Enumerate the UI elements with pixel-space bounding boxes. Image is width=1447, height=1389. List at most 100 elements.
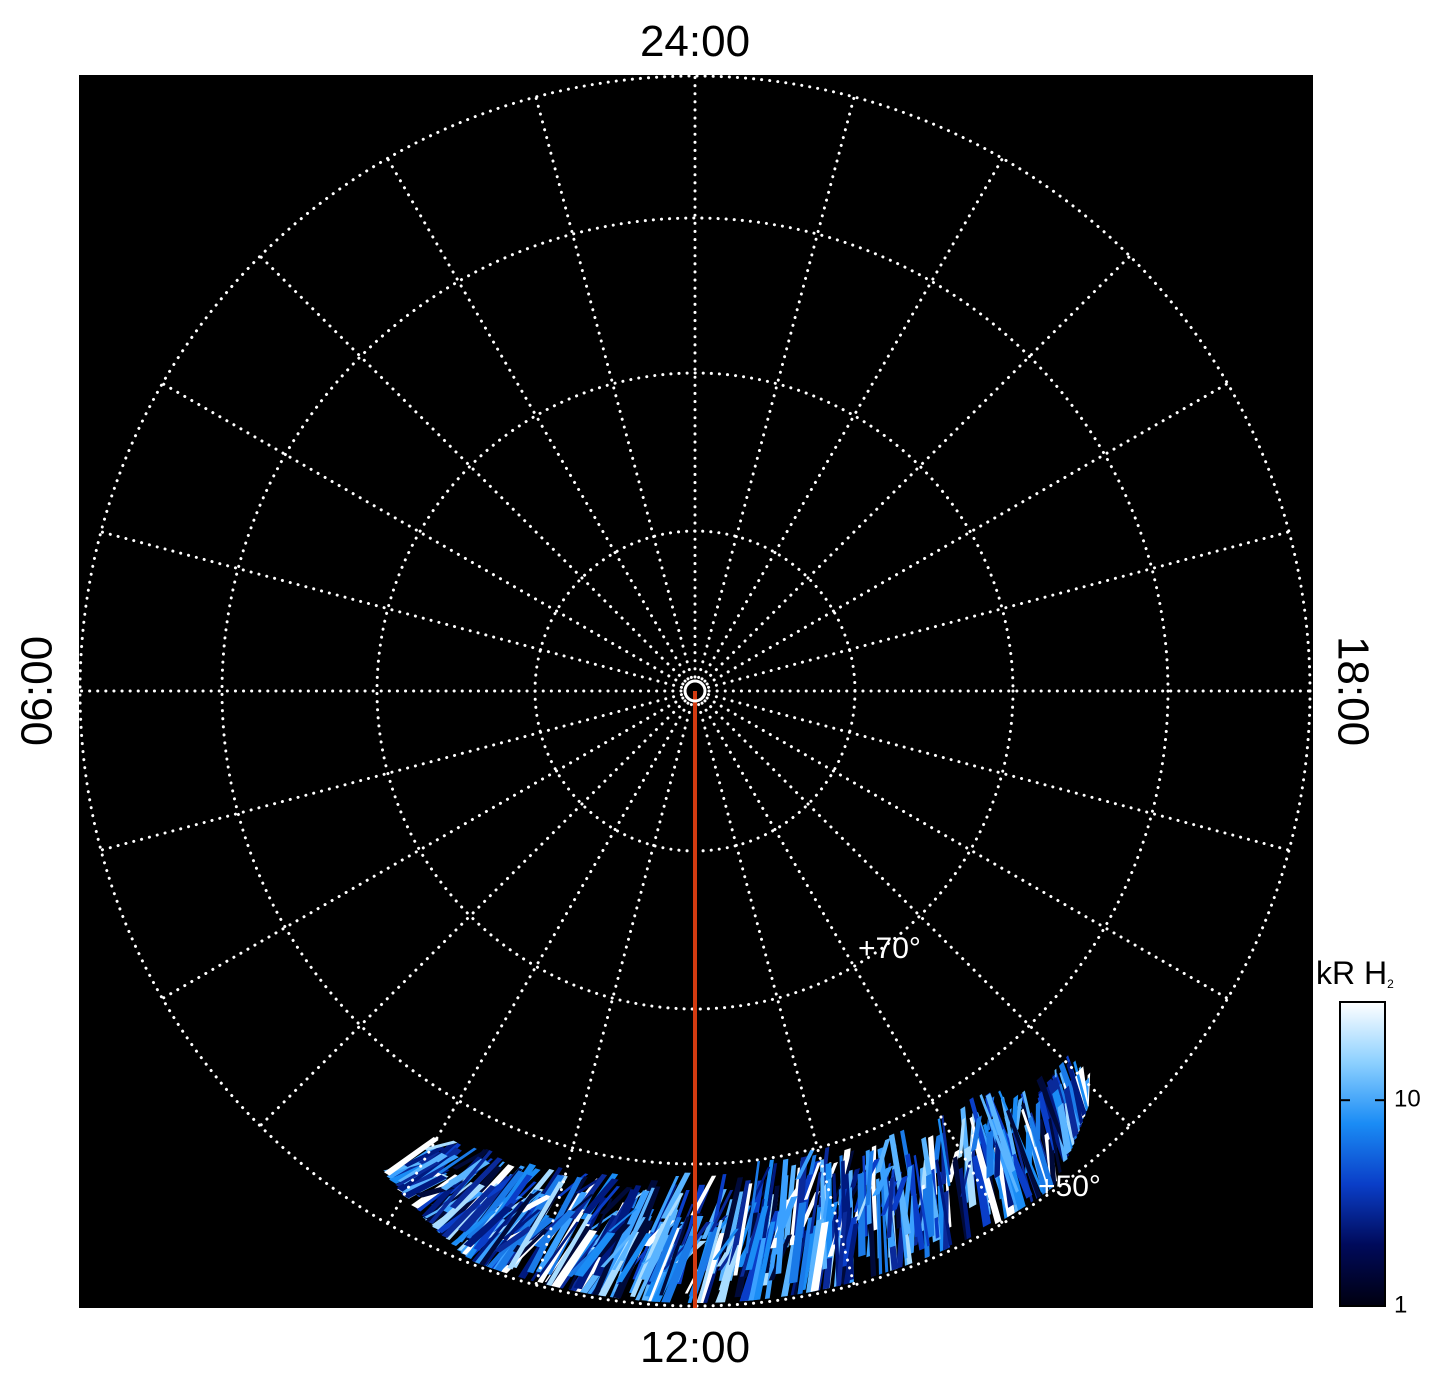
emission-streak xyxy=(865,1150,874,1207)
emission-streak xyxy=(516,1194,553,1213)
emission-streak xyxy=(748,1221,770,1301)
emission-streak xyxy=(739,1212,762,1277)
emission-streak xyxy=(479,1193,535,1266)
emission-streak xyxy=(712,1228,739,1261)
emission-streak xyxy=(1057,1102,1072,1156)
emission-streak xyxy=(952,1160,969,1241)
colorbar-title-main: kR H xyxy=(1316,955,1387,991)
emission-streak xyxy=(972,1153,991,1228)
time-label-bottom: 12:00 xyxy=(640,1323,750,1372)
colorbar-tick-label: 10 xyxy=(1394,1086,1421,1113)
emission-streak xyxy=(434,1147,477,1177)
emission-streak xyxy=(715,1244,743,1303)
emission-streak xyxy=(986,1129,994,1179)
emission-streak xyxy=(423,1140,458,1151)
emission-streak xyxy=(857,1172,866,1257)
emission-streak xyxy=(582,1178,619,1214)
emission-streak xyxy=(775,1158,789,1255)
aurora-emission xyxy=(383,1055,1091,1303)
emission-streak xyxy=(432,1183,485,1230)
emission-streak xyxy=(719,1177,744,1253)
emission-streak xyxy=(536,1221,580,1278)
emission-streak xyxy=(1064,1099,1075,1148)
emission-streak xyxy=(733,1183,753,1276)
emission-streak xyxy=(621,1186,661,1273)
colorbar-tick-label: 1 xyxy=(1394,1291,1407,1318)
emission-streak xyxy=(546,1213,593,1286)
colorbar-axis: 1 10 xyxy=(1340,1086,1421,1318)
emission-streak xyxy=(958,1117,966,1159)
emission-streak xyxy=(648,1227,680,1302)
emission-streak xyxy=(941,1114,951,1176)
emission-streak xyxy=(971,1131,1002,1225)
emission-streak xyxy=(640,1215,675,1280)
emission-streak xyxy=(762,1162,778,1239)
emission-streak xyxy=(441,1185,496,1239)
emission-streak xyxy=(697,1219,723,1303)
emission-streak xyxy=(449,1157,503,1209)
emission-streak xyxy=(872,1165,893,1197)
pole-marker xyxy=(683,679,707,703)
emission-streak xyxy=(877,1190,883,1275)
emission-streak xyxy=(754,1221,776,1301)
emission-streak xyxy=(493,1226,535,1253)
emission-streak xyxy=(1048,1136,1057,1187)
emission-streak xyxy=(937,1117,951,1187)
emission-streak xyxy=(513,1217,556,1247)
emission-streak xyxy=(440,1158,487,1191)
emission-streak xyxy=(890,1175,909,1212)
emission-streak xyxy=(428,1150,493,1224)
emission-streak xyxy=(964,1145,977,1209)
colorbar xyxy=(1339,1001,1386,1307)
emission-streak xyxy=(843,1222,859,1285)
emission-streak xyxy=(615,1233,652,1283)
emission-streak xyxy=(935,1159,953,1247)
emission-streak xyxy=(1000,1096,1016,1156)
emission-streak xyxy=(709,1189,734,1232)
emission-streak xyxy=(574,1232,616,1277)
latitude-circle xyxy=(220,216,1170,1166)
colorbar-title-subscript: 2 xyxy=(1387,977,1394,991)
emission-streak xyxy=(1070,1076,1084,1125)
emission-streak xyxy=(445,1183,500,1241)
emission-streak xyxy=(1027,1115,1054,1190)
emission-streak xyxy=(880,1184,889,1273)
emission-streak xyxy=(533,1209,576,1248)
time-label-right: 18:00 xyxy=(1328,636,1377,746)
latitude-circle xyxy=(375,371,1015,1011)
emission-streak xyxy=(913,1154,930,1247)
emission-streak xyxy=(648,1217,682,1282)
emission-streak xyxy=(1066,1061,1087,1117)
emission-streak xyxy=(463,1206,513,1248)
emission-streak xyxy=(660,1172,691,1219)
emission-streak xyxy=(886,1177,894,1239)
emission-streak xyxy=(797,1216,813,1295)
emission-streak xyxy=(832,1173,841,1287)
emission-streak xyxy=(836,1211,848,1287)
emission-streak xyxy=(803,1161,821,1201)
emission-streak xyxy=(1035,1100,1041,1143)
emission-streak xyxy=(384,1136,439,1176)
emission-streak xyxy=(926,1173,935,1239)
emission-streak xyxy=(403,1146,446,1167)
latitude-label: +70° xyxy=(858,932,921,965)
latitude-label: +50° xyxy=(1038,1170,1101,1203)
emission-streak xyxy=(795,1148,815,1180)
emission-streak xyxy=(551,1229,598,1288)
emission-streak xyxy=(471,1201,524,1263)
emission-streak xyxy=(1048,1117,1062,1174)
emission-streak xyxy=(809,1171,822,1234)
emission-streak xyxy=(608,1208,638,1232)
emission-streak xyxy=(1063,1085,1079,1139)
emission-streak xyxy=(729,1179,751,1265)
emission-streak xyxy=(969,1111,976,1152)
emission-streak xyxy=(744,1160,761,1254)
emission-streak xyxy=(745,1205,769,1271)
emission-streak xyxy=(450,1210,497,1246)
time-label-left: 06:00 xyxy=(13,636,62,746)
time-label-top: 24:00 xyxy=(640,17,750,66)
emission-streak xyxy=(661,1235,697,1303)
emission-streak xyxy=(1006,1108,1042,1199)
